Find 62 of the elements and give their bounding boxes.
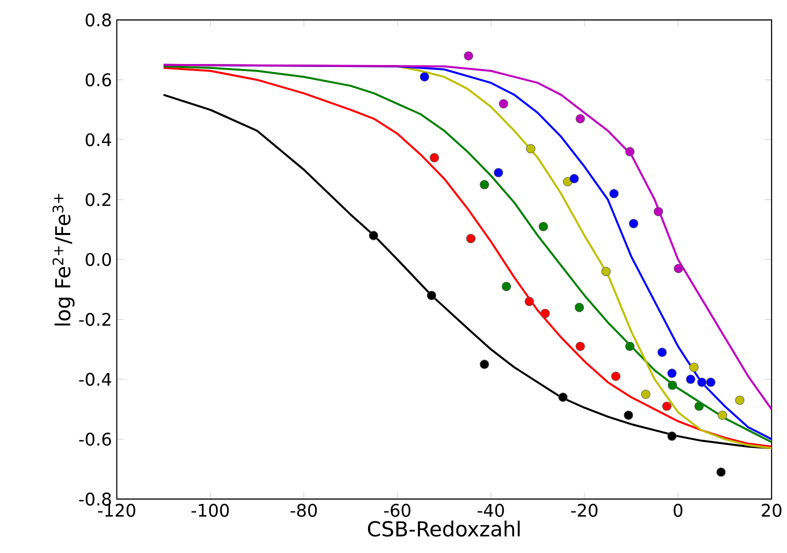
point	[430, 153, 440, 162]
x-tick-label: -80	[290, 504, 317, 517]
y-tick-label: -0.2	[79, 312, 110, 326]
point	[641, 390, 650, 399]
y-tick-label: 0.2	[86, 193, 110, 206]
point	[706, 378, 716, 387]
x-axis-title: CSB-Redoxzahl	[368, 520, 520, 537]
point	[735, 396, 744, 405]
point	[624, 410, 634, 420]
point	[498, 99, 508, 108]
point	[667, 368, 677, 378]
point	[611, 372, 620, 381]
x-tick-label: 20	[762, 504, 782, 517]
point	[570, 174, 579, 184]
point	[524, 296, 534, 306]
y-tick-label: -0.6	[79, 432, 111, 446]
y-tick-label: 0.8	[86, 13, 111, 27]
point	[466, 234, 476, 244]
point	[674, 264, 684, 274]
point	[697, 378, 707, 387]
point	[576, 114, 585, 124]
point	[716, 467, 726, 477]
point	[601, 266, 611, 276]
point	[662, 402, 672, 411]
x-tick-label: 0	[674, 504, 682, 517]
point	[464, 51, 474, 61]
point	[657, 348, 667, 358]
point	[576, 342, 585, 352]
point	[625, 342, 635, 352]
point	[494, 168, 504, 178]
point	[420, 72, 430, 82]
y-tick-label: -0.8	[79, 492, 111, 506]
point	[538, 222, 548, 232]
x-tick-label: -120	[98, 504, 136, 517]
point	[609, 188, 619, 198]
point	[654, 206, 664, 216]
point	[686, 374, 696, 384]
y-tick-label: -0.4	[79, 372, 112, 386]
point	[480, 360, 490, 369]
point	[689, 362, 699, 372]
point	[625, 147, 635, 156]
point	[667, 432, 677, 441]
point	[558, 392, 568, 402]
point	[480, 180, 490, 190]
point	[628, 218, 638, 228]
point	[502, 282, 512, 292]
y-tick-label: 0.0	[86, 252, 111, 266]
x-tick-label: -20	[571, 504, 598, 517]
x-tick-label: -60	[384, 504, 410, 517]
x-tick-label: -40	[478, 504, 504, 517]
point	[668, 380, 678, 390]
point	[426, 290, 436, 300]
point	[574, 302, 584, 312]
point	[694, 402, 704, 411]
y-tick-label: 0.4	[86, 133, 112, 146]
point	[526, 144, 536, 154]
point	[540, 308, 550, 318]
point	[718, 410, 728, 420]
y-tick-label: 0.6	[86, 73, 111, 86]
point	[368, 230, 378, 240]
x-tick-label: -100	[192, 504, 229, 517]
y-axis-title: log Fe$^{2+}$/Fe$^{3+}$	[52, 194, 75, 326]
